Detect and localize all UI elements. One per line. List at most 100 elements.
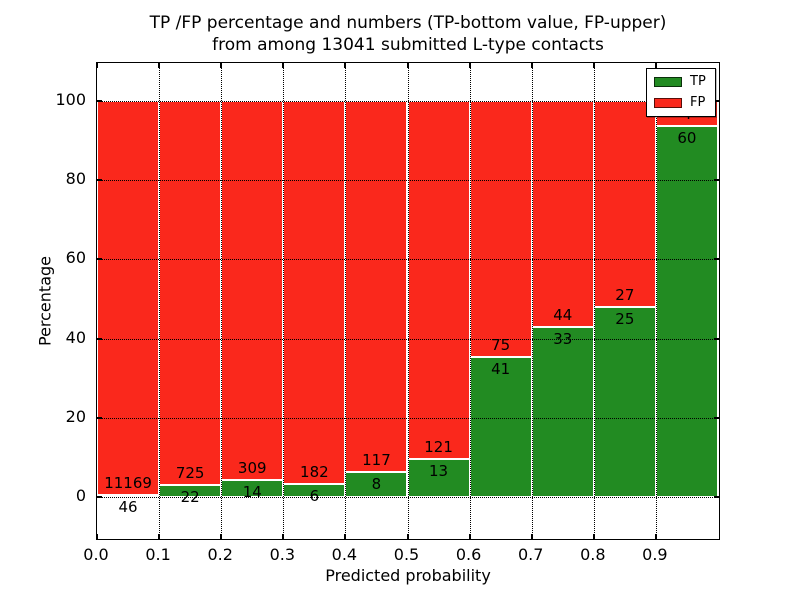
tick-mark — [714, 416, 719, 419]
fp-bar-segment — [469, 101, 532, 358]
fp-bar-segment — [221, 101, 284, 480]
fp-count-label: 117 — [362, 450, 391, 469]
x-tick-label: 0.7 — [517, 545, 544, 564]
gridline — [345, 63, 347, 539]
tp-count-label: 41 — [491, 360, 511, 379]
tick-mark — [282, 534, 285, 539]
fp-count-label: 182 — [300, 463, 329, 482]
legend-label-tp: TP — [690, 74, 706, 89]
tp-bar-segment — [593, 306, 656, 497]
gridline — [531, 63, 533, 539]
tick-mark — [96, 534, 98, 539]
fp-count-label: 725 — [175, 464, 205, 483]
plot-area: 11169 46 725 22 309 14 182 6 117 8 121 13 75 41 44 33 27… — [96, 62, 720, 540]
x-tick-label: 0.2 — [207, 545, 233, 564]
tick-mark — [97, 416, 102, 419]
tick-mark — [714, 258, 719, 261]
gridline — [407, 63, 409, 539]
tick-marks-layer — [96, 63, 719, 539]
tp-count-label: 8 — [371, 474, 382, 493]
chart-title-line1: TP /FP percentage and numbers (TP-bottom… — [149, 13, 667, 33]
fp-count-label: 11169 — [104, 474, 152, 493]
gridline — [469, 63, 471, 539]
legend-label-fp: FP — [690, 95, 706, 110]
fp-count-label: 75 — [491, 336, 511, 355]
tick-mark — [654, 534, 657, 539]
tick-mark — [714, 496, 719, 498]
y-tick-label: 40 — [65, 327, 86, 347]
bars-layer — [97, 63, 719, 539]
tick-mark — [592, 63, 595, 68]
y-tick-label: 20 — [65, 406, 86, 426]
tick-mark — [97, 179, 102, 182]
tick-mark — [158, 534, 161, 539]
tick-mark — [344, 63, 347, 68]
legend-entry-fp: FP — [654, 96, 709, 109]
tp-count-label: 13 — [429, 461, 449, 480]
tp-bar-segment — [345, 471, 408, 497]
fp-count-label: 44 — [553, 306, 573, 325]
tick-mark — [468, 534, 471, 539]
gridline — [221, 63, 223, 539]
fp-bar-segment — [531, 101, 594, 328]
tick-mark — [97, 100, 102, 102]
tp-swatch-icon — [654, 76, 682, 87]
fp-count-label: 121 — [424, 437, 453, 456]
tp-bar-segment — [531, 327, 594, 497]
fp-swatch-icon — [654, 97, 682, 108]
tick-mark — [530, 534, 533, 539]
x-tick-label: 0.1 — [145, 545, 171, 564]
tick-mark — [97, 337, 102, 340]
tick-mark — [220, 63, 223, 68]
x-tick-label: 0.4 — [331, 545, 358, 564]
legend: TP FP — [646, 68, 716, 117]
fp-bar-segment — [593, 101, 656, 307]
chart-title-line2: from among 13041 submitted L-type contac… — [212, 35, 604, 55]
fp-bar-segment — [345, 101, 408, 472]
tp-bar-segment — [469, 357, 532, 497]
fp-count-label: 309 — [237, 458, 267, 477]
tick-mark — [96, 63, 98, 68]
gridline — [593, 63, 595, 539]
tp-bar-segment — [407, 458, 470, 497]
fp-bar-segment — [407, 101, 470, 459]
tick-mark — [97, 496, 102, 498]
tp-count-label: 6 — [309, 487, 320, 506]
y-tick-label: 60 — [65, 248, 86, 268]
tp-count-label: 60 — [677, 128, 697, 147]
gridlines-layer — [97, 63, 719, 539]
x-tick-label: 0.6 — [455, 545, 482, 564]
tick-mark — [282, 63, 285, 68]
tick-mark — [220, 534, 223, 539]
tp-count-label: 14 — [242, 482, 262, 501]
x-tick-label: 0.9 — [642, 545, 668, 564]
tp-bar-segment — [655, 125, 718, 497]
tick-mark — [714, 179, 719, 182]
tick-mark — [97, 258, 102, 261]
tick-mark — [530, 63, 533, 68]
tp-count-label: 25 — [615, 309, 635, 328]
gridline — [159, 63, 161, 539]
fp-count-label: 27 — [615, 285, 635, 304]
tick-mark — [406, 63, 409, 68]
tp-count-label: 22 — [180, 488, 200, 507]
tick-mark — [468, 63, 471, 68]
tick-mark — [654, 63, 657, 68]
x-tick-label: 0.3 — [269, 545, 296, 564]
tick-mark — [344, 534, 347, 539]
y-tick-label: 0 — [75, 486, 86, 505]
fp-bar-segment — [283, 101, 346, 485]
tick-mark — [592, 534, 595, 539]
bar-labels-layer: 11169 46 725 22 309 14 182 6 117 8 121 13 75 41 44 33 27… — [97, 63, 719, 539]
tp-count-label: 33 — [553, 330, 573, 349]
tick-mark — [406, 534, 409, 539]
tick-mark — [714, 100, 719, 102]
x-tick-label: 0.5 — [393, 545, 420, 564]
fp-bar-segment — [97, 101, 160, 496]
legend-entry-tp: TP — [654, 75, 709, 88]
x-tick-label: 0.0 — [83, 545, 109, 564]
tick-mark — [714, 337, 719, 340]
tp-count-label: 46 — [118, 498, 138, 517]
x-tick-label: 0.8 — [580, 545, 606, 564]
